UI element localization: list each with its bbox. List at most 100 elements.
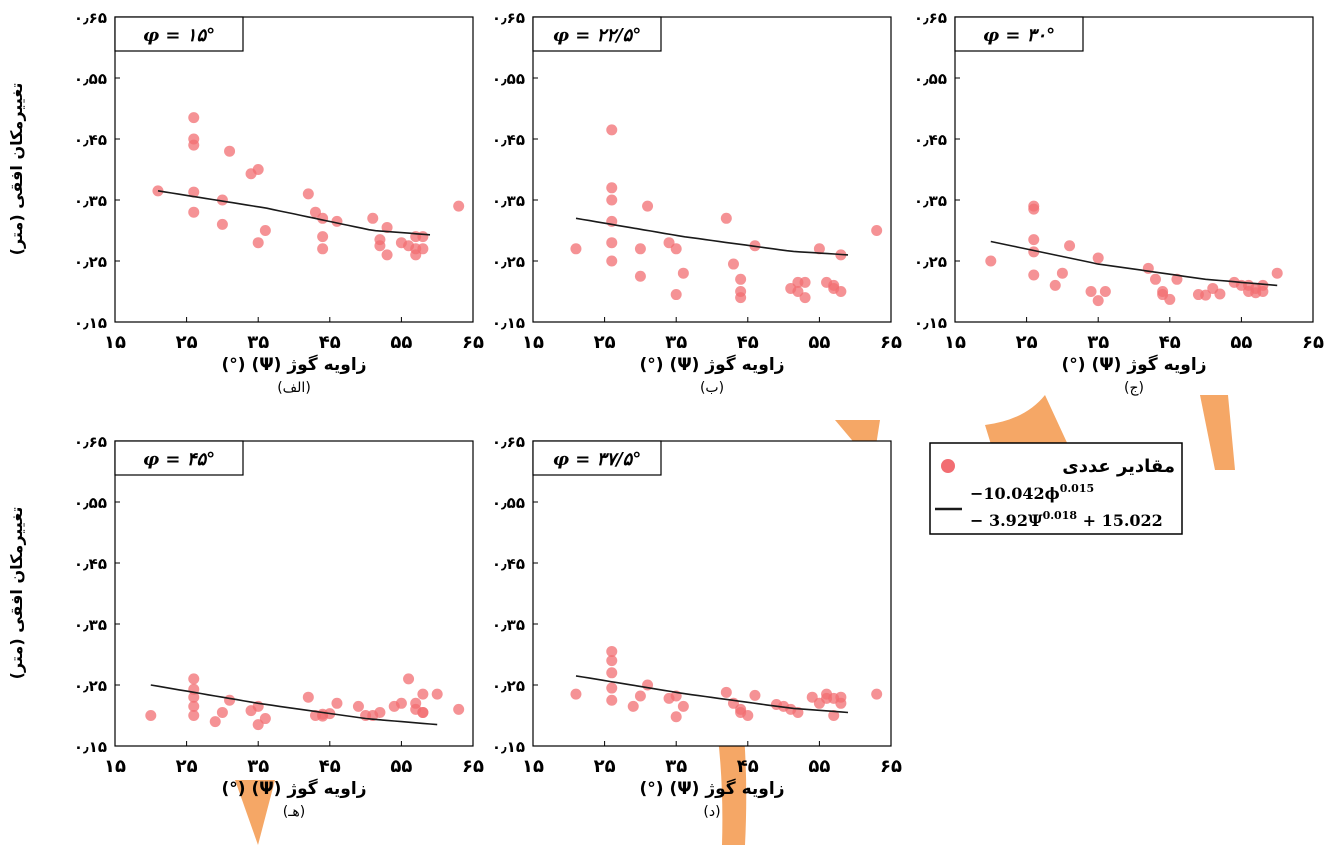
data-point: [670, 711, 682, 723]
data-point: [1056, 267, 1068, 279]
data-point: [152, 185, 164, 197]
angle-label: φ = ۱۵°: [143, 25, 215, 46]
legend-point-marker: [941, 459, 955, 473]
data-point: [224, 145, 236, 157]
data-point: [209, 716, 221, 728]
x-tick-label: ۲۵: [176, 332, 198, 353]
x-tick-label: ۱۵: [104, 756, 126, 777]
legend: مقادیر عددی −10.042ϕ0.015 − 3.92Ψ0.018 +…: [929, 442, 1183, 535]
panel-label: (د): [703, 804, 720, 820]
data-point: [395, 697, 407, 709]
x-tick-label: ۳۵: [247, 756, 269, 777]
y-tick-label: ۰٫۱۵: [492, 314, 525, 332]
data-point: [188, 112, 200, 124]
data-point: [570, 688, 582, 700]
data-point: [224, 694, 236, 706]
data-point: [145, 710, 157, 721]
decorative-shape: [1200, 395, 1235, 470]
y-tick-label: ۰٫۵۵: [492, 70, 525, 88]
y-tick-label: ۰٫۳۵: [492, 616, 525, 634]
y-tick-label: ۰٫۴۵: [914, 131, 947, 149]
data-point: [642, 200, 654, 212]
plot-frame: [114, 440, 474, 747]
data-point: [1171, 273, 1183, 285]
angle-label-box: [532, 440, 662, 476]
fit-curve: [575, 675, 849, 714]
x-axis-label: (°) (Ψ) زاویه گوژ: [222, 778, 367, 799]
x-tick-label: ۱۵: [104, 332, 126, 353]
x-tick-label: ۶۵: [880, 332, 902, 353]
data-point: [663, 237, 675, 249]
data-point: [606, 667, 618, 679]
data-point: [309, 206, 321, 218]
data-point: [1099, 286, 1111, 297]
x-tick-label: ۱۵: [522, 756, 544, 777]
angle-label-box: [954, 16, 1084, 52]
y-tick-label: ۰٫۱۵: [914, 314, 947, 332]
fit-curve: [150, 684, 438, 726]
x-tick-label: ۵۵: [808, 756, 830, 777]
data-point: [735, 292, 747, 304]
data-point: [302, 691, 314, 703]
y-tick-label: ۰٫۴۵: [492, 555, 525, 573]
data-point: [720, 212, 732, 224]
data-point: [216, 194, 228, 206]
data-point: [606, 655, 618, 667]
y-tick-label: ۰٫۵۵: [492, 494, 525, 512]
y-tick-label: ۰٫۳۵: [74, 616, 107, 634]
x-tick-label: ۲۵: [1016, 332, 1038, 353]
data-point: [634, 243, 646, 255]
data-point: [381, 249, 393, 261]
x-tick-label: ۶۵: [462, 756, 484, 777]
data-point: [742, 710, 754, 721]
data-point: [1092, 295, 1104, 307]
data-point: [188, 700, 200, 712]
data-point: [749, 689, 761, 701]
y-axis-label: تغییرمکان افقی (متر): [7, 83, 26, 256]
x-tick-label: ۵۵: [808, 332, 830, 353]
legend-formula-line2: − 3.92Ψ0.018 + 15.022: [970, 509, 1163, 530]
panel-label: (ب): [700, 380, 724, 396]
legend-points-label: مقادیر عددی: [1062, 456, 1175, 477]
y-tick-label: ۰٫۲۵: [492, 677, 525, 695]
plot-frame: [954, 16, 1314, 323]
chart-panel: ۰٫۱۵ ۰٫۲۵ ۰٫۳۵ ۰٫۴۵ ۰٫۵۵ ۰٫۶۵ ۱۵ ۲۵ ۳۵ ۴۵ ۵۵ ۶۵ (°) …: [492, 9, 902, 396]
fit-curve: [575, 217, 849, 256]
panels: ۰٫۱۵ ۰٫۲۵ ۰٫۳۵ ۰٫۴۵ ۰٫۵۵ ۰٫۶۵ ۱۵ ۲۵ ۳۵ ۴۵ ۵۵ ۶۵ (°) …: [7, 9, 1324, 820]
data-point: [252, 719, 264, 731]
y-tick-label: ۰٫۲۵: [74, 253, 107, 271]
data-point: [1271, 267, 1283, 279]
y-tick-label: ۰٫۵۵: [914, 70, 947, 88]
y-tick-label: ۰٫۱۵: [492, 738, 525, 756]
data-point: [835, 697, 847, 709]
data-point: [417, 243, 429, 255]
data-point: [417, 688, 429, 700]
plot-frame: [532, 16, 892, 323]
y-tick-label: ۰٫۲۵: [914, 253, 947, 271]
x-tick-label: ۲۵: [594, 756, 616, 777]
data-point: [317, 231, 329, 243]
data-point: [606, 182, 618, 194]
data-point: [374, 706, 386, 718]
data-point: [188, 139, 200, 151]
data-point: [806, 691, 818, 703]
x-tick-label: ۴۵: [737, 332, 759, 353]
data-point: [1064, 240, 1076, 252]
data-point: [606, 255, 618, 267]
plot-frame: [114, 16, 474, 323]
chart-panel: ۰٫۱۵ ۰٫۲۵ ۰٫۳۵ ۰٫۴۵ ۰٫۵۵ ۰٫۶۵ ۱۵ ۲۵ ۳۵ ۴۵ ۵۵ ۶۵ (°) …: [914, 9, 1324, 396]
data-point: [720, 686, 732, 698]
y-axis-label: تغییرمکان افقی (متر): [7, 507, 26, 680]
x-tick-label: ۲۵: [176, 756, 198, 777]
x-tick-label: ۳۵: [665, 756, 687, 777]
y-tick-label: ۰٫۶۵: [492, 433, 525, 451]
data-point: [352, 700, 364, 712]
data-point: [799, 276, 811, 288]
data-point: [453, 200, 465, 212]
data-point: [252, 237, 264, 249]
data-point: [453, 703, 465, 715]
data-point: [216, 218, 228, 230]
data-point: [317, 243, 329, 255]
data-point: [727, 258, 739, 270]
